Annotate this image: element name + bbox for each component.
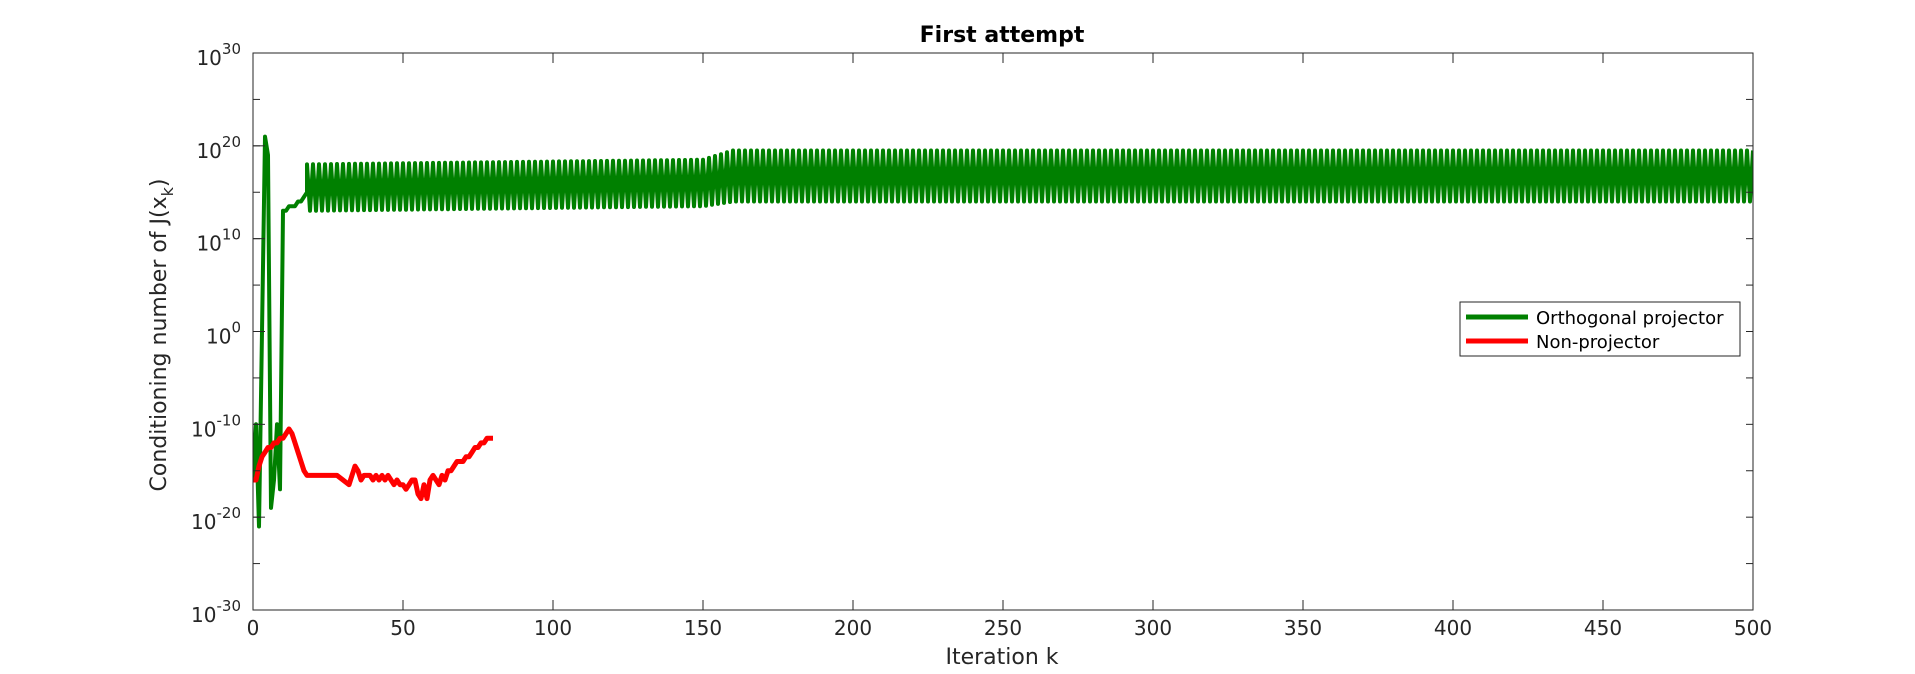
y-tick-label-base: 10 bbox=[191, 510, 216, 534]
y-axis-title-close: ) bbox=[147, 178, 172, 187]
y-tick-label-base: 10 bbox=[191, 417, 216, 441]
ticks-layer: 0 50 100 150 200 250 300 350 400 450 50010-3010-20… bbox=[191, 40, 1772, 640]
legend-box bbox=[1459, 301, 1741, 357]
x-tick-label: 450 bbox=[1584, 616, 1622, 640]
series-line-orthogonal-projector bbox=[253, 134, 1753, 529]
y-axis-title-subscript: k bbox=[158, 186, 177, 196]
x-tick-label: 500 bbox=[1734, 616, 1772, 640]
x-tick-label: 200 bbox=[834, 616, 872, 640]
x-tick-label: 50 bbox=[390, 616, 415, 640]
y-axis-title-main: Conditioning number of J(x bbox=[147, 196, 172, 491]
y-tick-label-exponent: -10 bbox=[217, 411, 242, 429]
y-tick-label: 10-20 bbox=[191, 504, 241, 534]
y-tick-label: 1010 bbox=[196, 226, 241, 256]
y-tick-label: 1030 bbox=[196, 40, 241, 70]
series-layer bbox=[253, 134, 1753, 529]
legend-label-non-projector: Non-projector bbox=[1536, 332, 1660, 353]
x-tick-label: 350 bbox=[1284, 616, 1322, 640]
y-tick-label-exponent: -20 bbox=[217, 504, 242, 522]
legend: Orthogonal projector Non-projector bbox=[1459, 301, 1741, 357]
legend-label-orthogonal-projector: Orthogonal projector bbox=[1536, 308, 1724, 329]
x-tick-label: 100 bbox=[534, 616, 572, 640]
y-tick-label-base: 10 bbox=[196, 46, 221, 70]
y-tick-label: 10-30 bbox=[191, 597, 241, 627]
y-tick-label-exponent: 30 bbox=[222, 40, 241, 58]
series-line-non-projector bbox=[253, 426, 493, 502]
y-tick-label-exponent: 20 bbox=[222, 133, 241, 151]
x-tick-label: 0 bbox=[247, 616, 260, 640]
y-tick-label-base: 10 bbox=[196, 139, 221, 163]
y-tick-label-exponent: 10 bbox=[222, 226, 241, 244]
y-tick-label-exponent: 0 bbox=[231, 319, 241, 337]
x-tick-label: 300 bbox=[1134, 616, 1172, 640]
x-tick-label: 400 bbox=[1434, 616, 1472, 640]
x-tick-label: 150 bbox=[684, 616, 722, 640]
y-tick-label-base: 10 bbox=[206, 325, 231, 349]
y-tick-label: 10-10 bbox=[191, 411, 241, 441]
y-tick-label-exponent: -30 bbox=[217, 597, 242, 615]
y-tick-label-base: 10 bbox=[191, 603, 216, 627]
y-tick-label: 1020 bbox=[196, 133, 241, 163]
y-tick-label: 100 bbox=[206, 319, 241, 349]
x-tick-label: 250 bbox=[984, 616, 1022, 640]
y-axis-title: Conditioning number of J(xk) bbox=[147, 178, 177, 491]
y-tick-label-base: 10 bbox=[196, 232, 221, 256]
chart-title: First attempt bbox=[920, 23, 1085, 48]
x-axis-title: Iteration k bbox=[945, 645, 1058, 670]
